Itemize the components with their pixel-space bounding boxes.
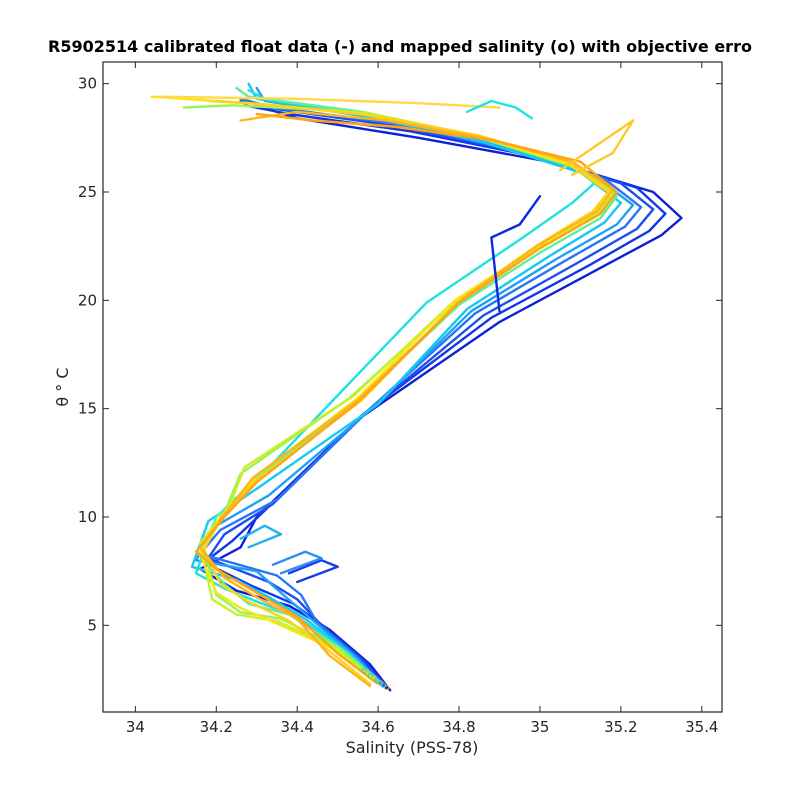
y-tick-label: 25 [78, 183, 97, 201]
series-line-19 [158, 95, 501, 109]
y-tick-label: 15 [78, 400, 97, 418]
x-tick-label: 35.4 [685, 718, 718, 736]
series-line-14 [194, 112, 618, 685]
series-line-21 [490, 195, 542, 313]
x-tick-label: 34 [126, 718, 145, 736]
x-tick-label: 34.2 [200, 718, 233, 736]
x-axis-label: Salinity (PSS-78) [346, 738, 479, 757]
x-tick-label: 34.4 [280, 718, 313, 736]
series-line-15 [287, 559, 339, 584]
y-axis-label: θ ° C [53, 367, 72, 406]
x-tick-label: 35 [530, 718, 549, 736]
mapped-salinity-markers [361, 668, 390, 691]
x-axis: 34 34.2 34.4 34.6 34.8 35 35.2 35.4 [126, 62, 718, 736]
mapped-salinity-marker [383, 684, 390, 691]
y-tick-label: 5 [87, 616, 97, 634]
chart-title: R5902514 calibrated float data (-) and m… [48, 37, 752, 56]
plot-frame [102, 61, 723, 713]
series-line-16 [271, 550, 323, 575]
series-line-6 [190, 82, 623, 683]
y-tick-label: 10 [78, 508, 97, 526]
x-tick-label: 34.6 [361, 718, 394, 736]
y-tick-label: 20 [78, 291, 97, 309]
y-tick-label: 30 [78, 75, 97, 93]
series-line-17 [239, 524, 283, 549]
x-tick-label: 34.8 [442, 718, 475, 736]
plot-area [102, 61, 723, 713]
y-axis: 5 10 15 20 25 30 [78, 75, 722, 634]
x-tick-label: 35.2 [604, 718, 637, 736]
series-line-20 [465, 99, 533, 120]
series-line-18 [559, 119, 635, 176]
series-layer [150, 82, 683, 692]
